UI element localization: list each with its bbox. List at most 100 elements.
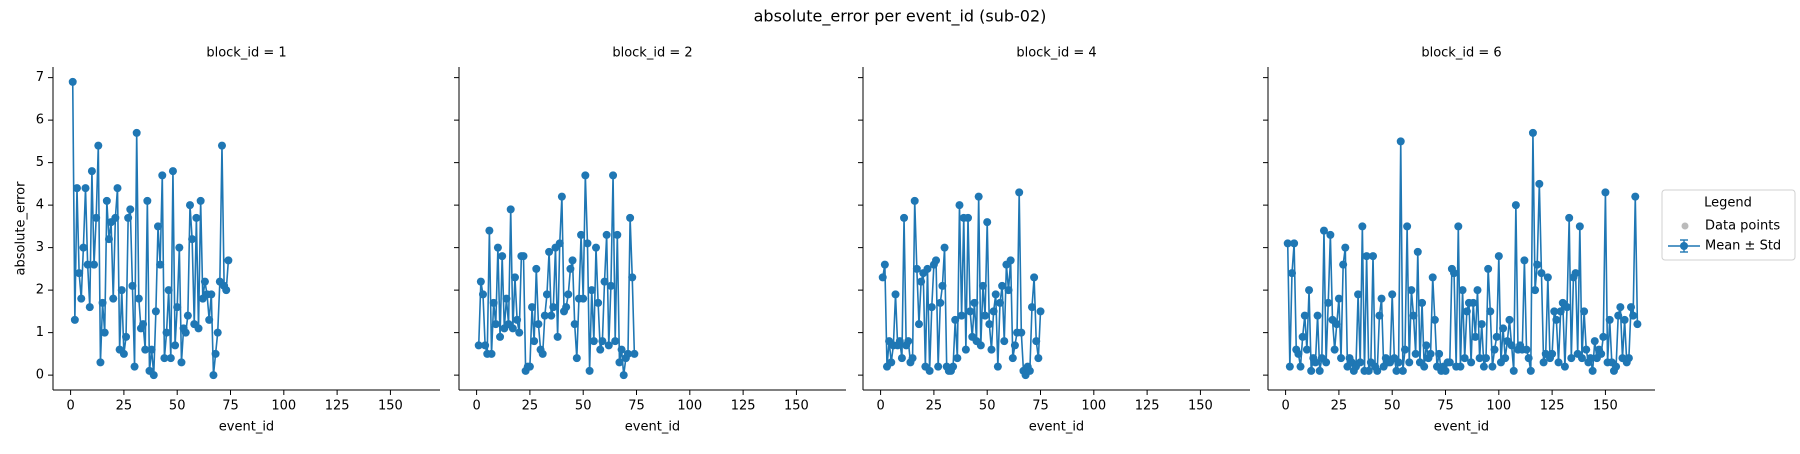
data-point — [1000, 337, 1009, 346]
data-point — [151, 307, 160, 316]
data-point — [596, 345, 605, 354]
x-tick-label: 25 — [926, 399, 943, 414]
data-point — [177, 358, 186, 367]
data-point — [562, 303, 571, 312]
data-point — [613, 230, 622, 239]
data-point — [487, 349, 496, 358]
data-point — [1441, 366, 1450, 375]
data-point — [1025, 366, 1034, 375]
data-point — [1322, 358, 1331, 367]
x-tick-label: 50 — [169, 399, 186, 414]
data-point — [481, 341, 490, 350]
data-point — [113, 184, 122, 193]
x-tick-label: 0 — [1281, 399, 1289, 414]
data-point — [1008, 354, 1017, 363]
data-point — [534, 320, 543, 329]
data-point — [1422, 341, 1431, 350]
data-point — [528, 303, 537, 312]
panel: block_id = 1 0 1 2 3 4 5 6 7 0 25 50 75 100 125 150 even… — [14, 46, 440, 435]
data-point — [1036, 307, 1045, 316]
data-point — [598, 337, 607, 346]
data-point — [70, 315, 79, 324]
data-point — [196, 196, 205, 205]
data-point — [171, 341, 180, 350]
data-point — [1017, 328, 1026, 337]
data-point — [955, 201, 964, 210]
data-point — [953, 354, 962, 363]
data-point — [555, 239, 564, 248]
data-point — [1411, 349, 1420, 358]
data-point — [545, 247, 554, 256]
data-point — [181, 328, 190, 337]
data-point — [128, 281, 137, 290]
data-point — [160, 354, 169, 363]
data-point — [117, 286, 126, 295]
panel-title: block_id = 1 — [206, 46, 286, 61]
data-point — [1582, 345, 1591, 354]
data-point — [166, 354, 175, 363]
data-point — [1522, 345, 1531, 354]
data-point — [474, 341, 483, 350]
data-point — [1287, 269, 1296, 278]
y-tick-label: 6 — [36, 113, 44, 128]
x-tick-label: 25 — [522, 399, 539, 414]
x-tick-label: 75 — [1032, 399, 1049, 414]
panel: block_id = 2 0 25 50 75 100 125 150 event_id — [454, 46, 846, 435]
data-point — [964, 213, 973, 222]
data-point — [491, 320, 500, 329]
x-tick-label: 100 — [271, 399, 296, 414]
data-point — [1571, 269, 1580, 278]
data-point — [1311, 358, 1320, 367]
data-point — [1554, 358, 1563, 367]
panel: block_id = 6 0 25 50 75 100 125 150 event_id — [1263, 46, 1655, 435]
panel-title: block_id = 2 — [612, 46, 692, 61]
data-point — [502, 294, 511, 303]
data-point — [1392, 366, 1401, 375]
data-point — [1575, 222, 1584, 231]
data-point — [993, 362, 1002, 371]
data-point — [1524, 354, 1533, 363]
data-point — [630, 349, 639, 358]
data-point — [83, 260, 92, 269]
data-point — [1450, 269, 1459, 278]
data-point — [891, 290, 900, 299]
data-point — [1356, 358, 1365, 367]
panel-title: block_id = 4 — [1016, 46, 1096, 61]
data-point — [72, 184, 81, 193]
y-tick-label: 3 — [36, 240, 44, 255]
data-point — [1565, 213, 1574, 222]
data-point — [1283, 239, 1292, 248]
data-point — [485, 226, 494, 235]
data-point — [1454, 222, 1463, 231]
x-tick-label: 150 — [1188, 399, 1213, 414]
x-tick-label: 125 — [325, 399, 350, 414]
data-point — [154, 222, 163, 231]
data-point — [134, 294, 143, 303]
data-point — [619, 371, 628, 380]
data-point — [1490, 345, 1499, 354]
data-point — [936, 298, 945, 307]
data-point — [549, 303, 558, 312]
x-tick-label: 125 — [1135, 399, 1160, 414]
data-point — [141, 345, 150, 354]
data-point — [1511, 201, 1520, 210]
data-point — [1563, 303, 1572, 312]
data-point — [1445, 358, 1454, 367]
data-point — [200, 277, 209, 286]
data-point — [100, 328, 109, 337]
data-point — [173, 303, 182, 312]
data-point — [111, 213, 120, 222]
data-point — [1535, 179, 1544, 188]
data-point — [1006, 256, 1015, 265]
data-point — [887, 358, 896, 367]
data-point — [81, 184, 90, 193]
data-point — [508, 324, 517, 333]
data-point — [1394, 358, 1403, 367]
legend-marker — [1680, 242, 1688, 250]
x-tick-label: 75 — [1437, 399, 1454, 414]
data-point — [1471, 332, 1480, 341]
y-tick-label: 4 — [36, 198, 44, 213]
legend-title: Legend — [1704, 196, 1752, 211]
data-point — [949, 362, 958, 371]
x-tick-label: 125 — [731, 399, 756, 414]
